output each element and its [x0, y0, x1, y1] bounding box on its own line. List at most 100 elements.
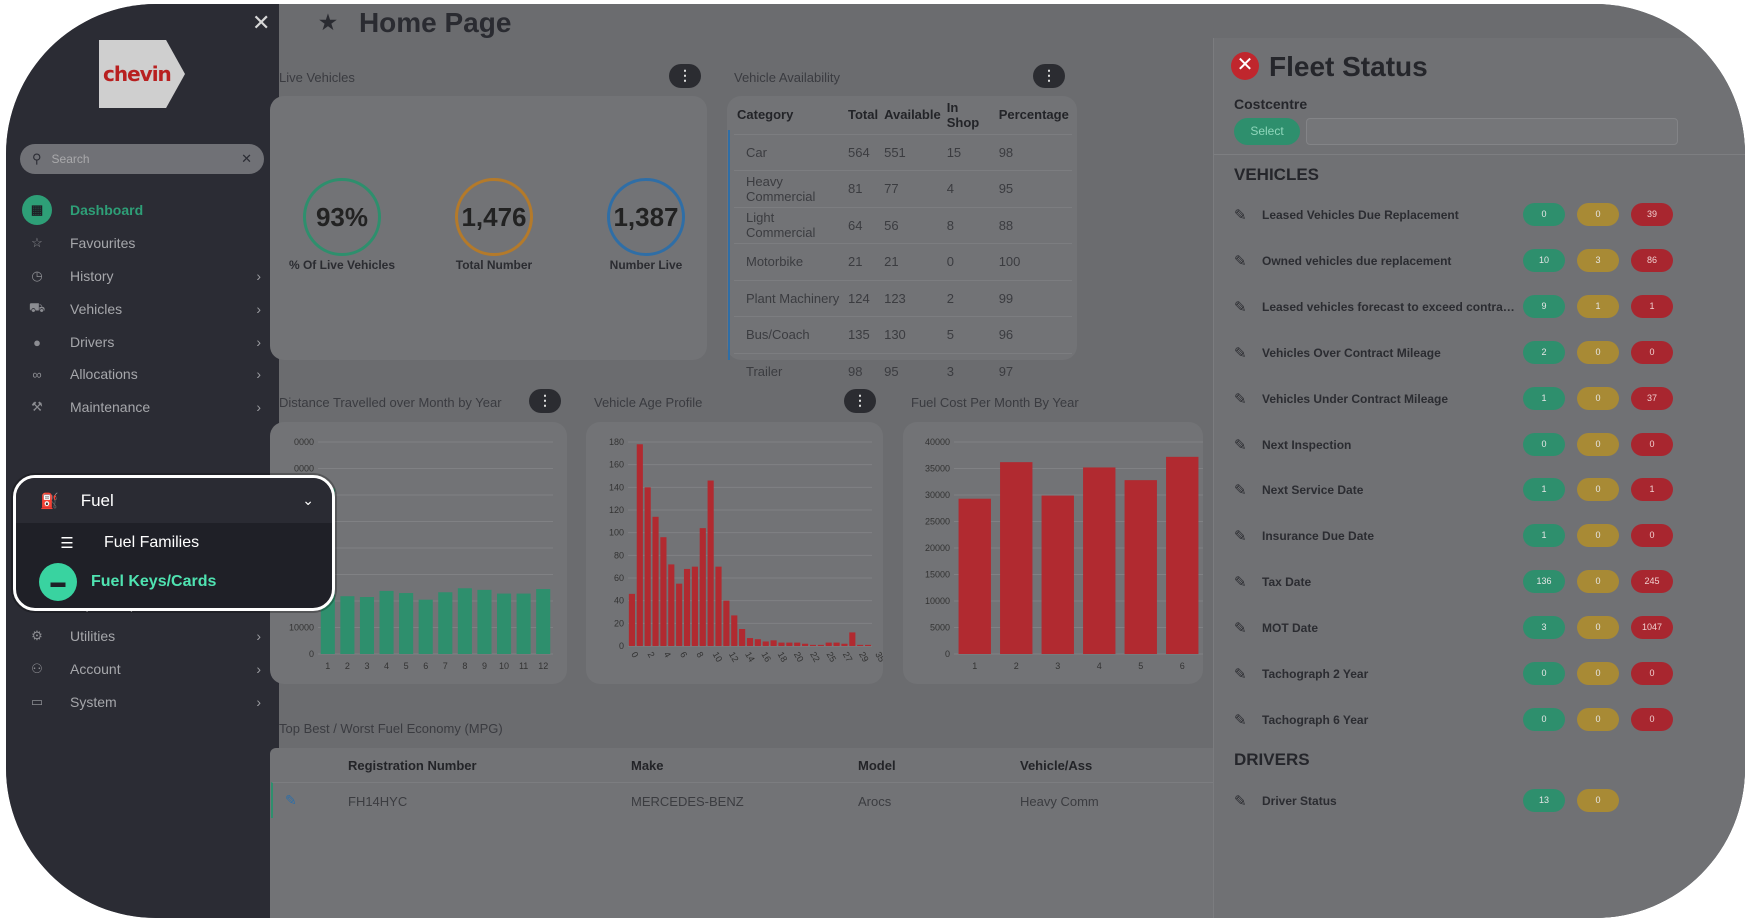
- status-badge-red[interactable]: 0: [1631, 340, 1673, 364]
- table-row[interactable]: Plant Machinery 124 123 2 99: [734, 279, 1072, 317]
- bar[interactable]: [1000, 462, 1033, 654]
- bar[interactable]: [496, 593, 512, 654]
- fleet-status-row[interactable]: ✎ Tachograph 2 Year 0 0 0: [1234, 662, 1734, 686]
- status-badge-green[interactable]: 0: [1523, 662, 1565, 685]
- bar[interactable]: [841, 643, 848, 646]
- clear-search-icon[interactable]: ✕: [241, 151, 252, 166]
- fleet-status-row[interactable]: ✎ Vehicles Under Contract Mileage 1 0 37: [1234, 386, 1734, 411]
- table-row[interactable]: Bus/Coach 135 130 5 96: [734, 316, 1072, 353]
- age-chart-menu-button[interactable]: ⋮: [844, 389, 876, 413]
- status-badge-green[interactable]: 9: [1523, 294, 1565, 318]
- status-badge-red[interactable]: 0: [1631, 707, 1673, 731]
- bar[interactable]: [786, 642, 793, 646]
- bar[interactable]: [636, 444, 643, 646]
- edit-icon[interactable]: ✎: [285, 792, 297, 808]
- bar[interactable]: [739, 629, 746, 646]
- edit-icon[interactable]: ✎: [1234, 528, 1247, 546]
- sidebar-item-system[interactable]: ▭ System ›: [6, 684, 279, 720]
- sidebar-item-vehicles[interactable]: ⛟ Vehicles ›: [6, 291, 279, 327]
- fleet-status-row[interactable]: ✎ Tachograph 6 Year 0 0 0: [1234, 707, 1734, 732]
- edit-icon[interactable]: ✎: [1234, 574, 1247, 592]
- edit-icon[interactable]: ✎: [1234, 793, 1247, 810]
- edit-icon[interactable]: ✎: [1234, 390, 1247, 408]
- status-badge-green[interactable]: 0: [1523, 707, 1565, 731]
- edit-icon[interactable]: ✎: [1234, 620, 1247, 638]
- status-badge-green[interactable]: 2: [1523, 340, 1565, 364]
- sidebar-item-dashboard[interactable]: ▦ Dashboard: [6, 192, 279, 228]
- live-vehicles-menu-button[interactable]: ⋮: [669, 64, 701, 88]
- bar[interactable]: [825, 642, 832, 646]
- status-badge-amber[interactable]: 3: [1577, 248, 1619, 272]
- bar[interactable]: [379, 590, 394, 654]
- fleet-status-row[interactable]: ✎ MOT Date 3 0 1047: [1234, 616, 1734, 640]
- bar[interactable]: [668, 564, 675, 646]
- bar[interactable]: [707, 480, 714, 646]
- fleet-status-row[interactable]: ✎ Owned vehicles due replacement 10 3 86: [1234, 248, 1734, 273]
- status-badge-red[interactable]: 0: [1631, 524, 1673, 548]
- status-badge-amber[interactable]: 0: [1577, 616, 1619, 640]
- table-row[interactable]: Motorbike 21 21 0 100: [734, 243, 1072, 280]
- bar[interactable]: [731, 615, 738, 646]
- status-badge-amber[interactable]: 0: [1577, 386, 1619, 410]
- status-badge-red[interactable]: 245: [1631, 570, 1673, 594]
- bar[interactable]: [676, 583, 683, 646]
- status-badge-red[interactable]: 86: [1631, 248, 1673, 272]
- edit-icon[interactable]: ✎: [1234, 711, 1247, 729]
- status-badge-amber[interactable]: 1: [1577, 294, 1619, 318]
- bar[interactable]: [652, 516, 659, 646]
- sidebar-item-utilities[interactable]: ⚙ Utilities ›: [6, 618, 279, 654]
- bar[interactable]: [691, 566, 698, 646]
- sidebar-item-maintenance[interactable]: ⚒ Maintenance ›: [6, 389, 279, 425]
- bar[interactable]: [864, 644, 872, 646]
- status-badge-red[interactable]: 39: [1631, 203, 1673, 226]
- sidebar-item-history[interactable]: ◷ History ›: [6, 258, 279, 294]
- sidebar-item-fuel-families[interactable]: ☰ Fuel Families: [16, 523, 332, 563]
- sidebar-item-fuel[interactable]: ⛽ Fuel ⌄: [16, 478, 332, 523]
- edit-icon[interactable]: ✎: [1234, 252, 1247, 270]
- status-badge-red[interactable]: 0: [1631, 662, 1673, 685]
- table-row[interactable]: ✎ FH14HYC MERCEDES-BENZ Arocs Heavy Comm: [271, 782, 1216, 818]
- bar[interactable]: [833, 642, 840, 646]
- select-button[interactable]: Select: [1234, 118, 1300, 145]
- status-badge-amber[interactable]: 0: [1577, 203, 1619, 226]
- table-row[interactable]: Trailer 98 95 3 97: [734, 352, 1072, 390]
- fleet-status-row[interactable]: ✎ Leased vehicles forecast to exceed cont…: [1234, 294, 1734, 319]
- bar[interactable]: [746, 638, 754, 646]
- star-icon[interactable]: ★: [319, 12, 337, 34]
- driver-status-row[interactable]: ✎ Driver Status 13 0: [1234, 789, 1734, 813]
- edit-icon[interactable]: ✎: [1234, 298, 1247, 316]
- bar[interactable]: [628, 593, 636, 646]
- fleet-status-row[interactable]: ✎ Next Service Date 1 0 1: [1234, 478, 1734, 502]
- fleet-status-row[interactable]: ✎ Next Inspection 0 0 0: [1234, 432, 1734, 457]
- status-badge-amber[interactable]: 0: [1577, 478, 1619, 502]
- bar[interactable]: [817, 644, 824, 646]
- search-input[interactable]: [51, 152, 242, 166]
- status-badge-red[interactable]: 37: [1631, 386, 1673, 410]
- logo[interactable]: chevin: [99, 40, 185, 108]
- status-badge-green[interactable]: 1: [1523, 386, 1565, 410]
- edit-icon[interactable]: ✎: [1234, 666, 1247, 683]
- bar[interactable]: [536, 589, 551, 654]
- bar[interactable]: [754, 639, 761, 646]
- bar[interactable]: [516, 593, 531, 654]
- bar[interactable]: [457, 588, 472, 654]
- bar[interactable]: [438, 592, 453, 654]
- sidebar-item-fuel-keys-cards[interactable]: ▬ Fuel Keys/Cards: [16, 562, 332, 602]
- bar[interactable]: [1166, 456, 1199, 654]
- status-badge-amber[interactable]: 0: [1577, 662, 1619, 685]
- fleet-status-row[interactable]: ✎ Insurance Due Date 1 0 0: [1234, 524, 1734, 548]
- status-badge-green[interactable]: 1: [1523, 524, 1565, 548]
- vehicle-availability-menu-button[interactable]: ⋮: [1033, 64, 1065, 88]
- status-badge-amber[interactable]: 0: [1577, 340, 1619, 364]
- bar[interactable]: [715, 566, 722, 646]
- costcentre-input[interactable]: [1306, 118, 1678, 145]
- bar[interactable]: [1041, 495, 1074, 654]
- status-badge-amber[interactable]: 0: [1577, 524, 1619, 548]
- bar[interactable]: [762, 641, 769, 646]
- bar[interactable]: [340, 596, 355, 654]
- edit-icon[interactable]: ✎: [1234, 482, 1247, 500]
- status-badge-green[interactable]: 3: [1523, 616, 1565, 640]
- status-badge-red[interactable]: 0: [1631, 432, 1673, 456]
- status-badge-amber[interactable]: 0: [1577, 707, 1619, 731]
- bar[interactable]: [699, 528, 706, 646]
